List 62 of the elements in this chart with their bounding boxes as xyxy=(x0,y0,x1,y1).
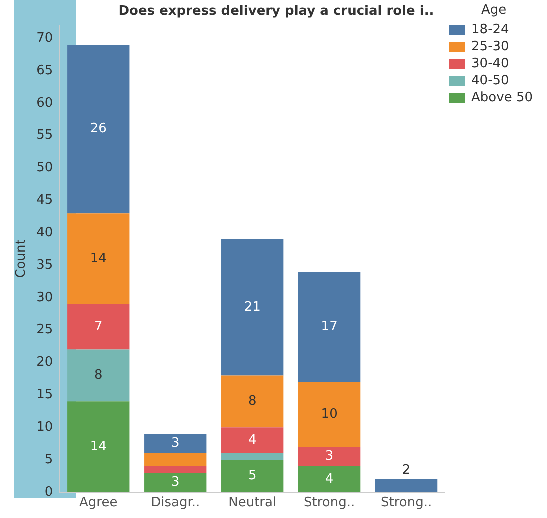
bar xyxy=(68,304,130,350)
bar xyxy=(68,402,130,492)
y-tick-label: 50 xyxy=(36,160,54,176)
legend-title: Age xyxy=(481,2,507,18)
bar xyxy=(298,272,361,382)
y-tick-label: 55 xyxy=(36,128,54,144)
data-label: 5 xyxy=(248,468,257,484)
data-label: 3 xyxy=(171,475,180,490)
data-label: 7 xyxy=(94,319,103,334)
data-label: 8 xyxy=(248,394,257,410)
bar xyxy=(222,428,284,454)
y-tick-label: 20 xyxy=(36,355,54,370)
y-tick-label: 45 xyxy=(36,193,54,208)
bar xyxy=(144,454,207,466)
data-label: 4 xyxy=(325,472,334,487)
y-tick-label: 30 xyxy=(36,290,54,306)
y-tick-label: 25 xyxy=(36,322,54,338)
bar xyxy=(298,382,361,448)
bar xyxy=(144,466,207,473)
chart-title: Does express delivery play a crucial role i.. xyxy=(118,4,434,20)
data-label: 4 xyxy=(248,432,257,448)
y-tick-label: 70 xyxy=(36,30,54,46)
legend-label: 25-30 xyxy=(472,39,510,54)
data-label: 17 xyxy=(321,319,338,334)
y-tick-label: 60 xyxy=(36,96,54,111)
bar xyxy=(222,454,284,460)
bar xyxy=(222,240,284,376)
bar xyxy=(298,466,361,492)
y-axis-title: Count xyxy=(14,240,30,278)
y-tick-label: 10 xyxy=(36,420,54,435)
y-tick-label: 5 xyxy=(44,452,54,468)
x-tick-label: Strong.. xyxy=(304,496,356,511)
bar xyxy=(298,447,361,466)
data-label: 3 xyxy=(325,449,334,464)
x-tick-label: Agree xyxy=(80,496,118,511)
legend-label: 18-24 xyxy=(472,22,510,38)
bar xyxy=(222,460,284,492)
y-tick-label: 0 xyxy=(44,484,54,500)
bar xyxy=(68,214,130,304)
legend-label: 40-50 xyxy=(472,73,510,88)
x-tick-label: Neutral xyxy=(228,496,277,511)
legend-label: Above 50 xyxy=(472,90,534,106)
y-tick-label: 15 xyxy=(36,388,54,403)
y-tick-label: 65 xyxy=(36,63,54,78)
x-tick-label: Strong.. xyxy=(380,496,432,511)
data-label: 14 xyxy=(90,439,107,454)
data-label: 8 xyxy=(94,368,103,384)
data-label: 14 xyxy=(90,251,107,266)
data-label: 2 xyxy=(402,462,411,478)
data-label: 21 xyxy=(244,300,261,315)
legend-label: 30-40 xyxy=(472,56,510,72)
bar xyxy=(144,434,207,454)
bar xyxy=(68,350,130,402)
data-label: 3 xyxy=(171,436,180,452)
data-label: 26 xyxy=(90,122,107,137)
bar xyxy=(375,479,438,492)
y-tick-label: 35 xyxy=(36,258,54,273)
bar xyxy=(222,376,284,428)
bar xyxy=(144,472,207,492)
data-label: 10 xyxy=(321,406,338,422)
y-tick-label: 40 xyxy=(36,225,54,240)
x-tick-label: Disagr.. xyxy=(151,496,200,511)
